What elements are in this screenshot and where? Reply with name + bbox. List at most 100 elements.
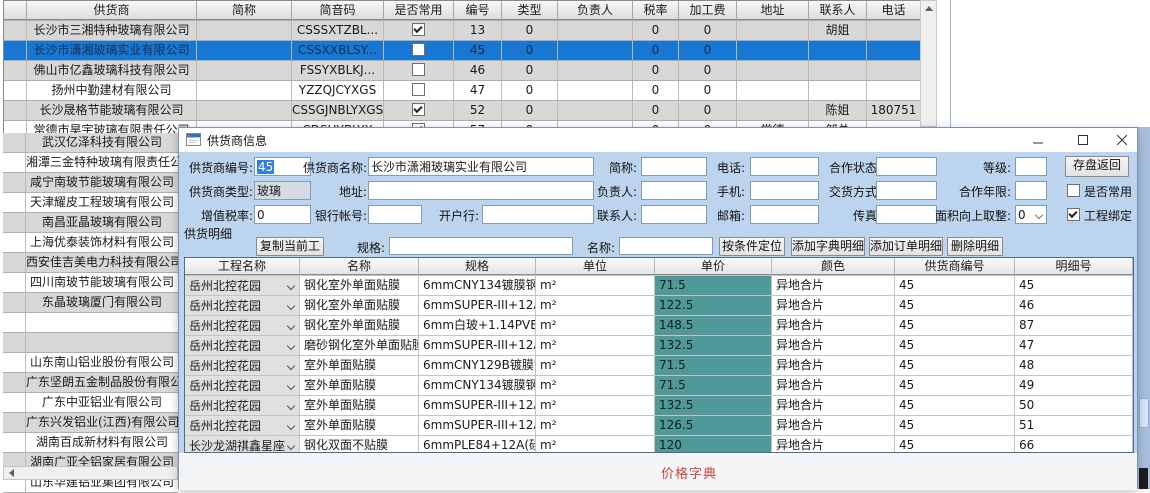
common-use-cell-checkbox[interactable] xyxy=(412,63,425,76)
grade-input[interactable] xyxy=(1015,157,1047,176)
minimize-button[interactable] xyxy=(1021,128,1055,152)
list-item[interactable]: 东晶玻璃厦门有限公司 xyxy=(3,293,178,313)
grid-row[interactable]: 长沙龙湖祺鑫星座钢化双面不贴膜6mmPLE84+12A(硅酮胶...m²120异… xyxy=(185,436,1133,452)
table-vertical-scrollbar[interactable] xyxy=(920,0,937,127)
common-use-cell-checkbox[interactable] xyxy=(412,23,425,36)
add-dictionary-detail-button[interactable]: 添加字典明细 xyxy=(791,237,865,256)
grid-row[interactable]: 岳州北控花园钢化室外单面贴膜6mm白玻+1.14PVB+6mm...m²148.… xyxy=(185,316,1133,336)
grid-row[interactable]: 岳州北控花园钢化室外单面贴膜6mmSUPER-III+12A(硅...m²122… xyxy=(185,296,1133,316)
scroll-up-icon[interactable] xyxy=(924,6,933,11)
area-round-select[interactable]: 0 xyxy=(1015,205,1047,224)
coop-years-input[interactable] xyxy=(1015,181,1047,200)
owner-input[interactable] xyxy=(641,181,707,200)
table-row[interactable]: 长沙市潇湘玻璃实业有限公司 CSSXXBLSY... 45 0 0 0 xyxy=(4,41,921,61)
supplier-table-header: 供货商 简称 简音码 是否常用 编号 类型 负责人 税率 加工费 地址 联系人 电话 xyxy=(4,1,921,21)
common-use-cell-checkbox[interactable] xyxy=(412,43,425,56)
contact-input[interactable] xyxy=(641,205,707,224)
list-item[interactable]: 武汉亿泽科技有限公司 xyxy=(3,133,178,153)
address-input[interactable] xyxy=(368,181,594,200)
locate-by-condition-button[interactable]: 按条件定位 xyxy=(719,237,785,256)
project-bind-checkbox[interactable]: 工程绑定 xyxy=(1067,207,1132,224)
list-item[interactable]: 上海优泰装饰材料有限公司 xyxy=(3,233,178,253)
chevron-down-icon xyxy=(286,321,296,330)
common-use-cell-checkbox[interactable] xyxy=(412,83,425,96)
project-combo-cell[interactable]: 岳州北控花园 xyxy=(185,396,300,415)
project-combo-cell[interactable]: 岳州北控花园 xyxy=(185,376,300,395)
save-return-button[interactable]: 存盘返回 xyxy=(1065,156,1129,177)
list-item[interactable]: 咸宁南玻节能玻璃有限公司 xyxy=(3,173,178,193)
project-combo-cell[interactable]: 岳州北控花园 xyxy=(185,316,300,335)
project-combo-cell[interactable]: 岳州北控花园 xyxy=(185,336,300,355)
name-filter-input[interactable] xyxy=(619,237,713,255)
list-item[interactable]: 南昌亚晶玻璃有限公司 xyxy=(3,213,178,233)
bank-account-input[interactable] xyxy=(368,205,422,224)
copy-current-project-button[interactable]: 复制当前工程 xyxy=(256,237,324,270)
chevron-down-icon xyxy=(1034,210,1044,219)
chevron-down-icon xyxy=(286,401,296,410)
chevron-down-icon xyxy=(286,301,296,310)
grid-row[interactable]: 岳州北控花园室外单面贴膜6mmSUPER-III+12A(硅...m²132.5… xyxy=(185,396,1133,416)
grid-column-header: 工程名称 xyxy=(185,258,300,275)
phone-input[interactable] xyxy=(750,157,819,176)
grid-row[interactable]: 岳州北控花园钢化室外单面贴膜6mmCNY134镀膜钢化m²71.5异地合片454… xyxy=(185,276,1133,296)
delete-detail-button[interactable]: 删除明细 xyxy=(947,237,1003,256)
supplier-list: 武汉亿泽科技有限公司 湘潭三金特种玻璃有限责任公司 咸宁南玻节能玻璃有限公司 天津耀皮… xyxy=(3,133,178,493)
list-item[interactable]: 四川南玻节能玻璃有限公司 xyxy=(3,273,178,293)
bank-label: 开户行: xyxy=(438,209,479,223)
bank-input[interactable] xyxy=(482,205,594,224)
column-header: 负责人 xyxy=(558,1,633,20)
table-row[interactable]: 佛山市亿鑫玻璃科技有限公司 FSSYXBLKJ... 46 0 0 0 xyxy=(4,61,921,81)
common-use-checkbox[interactable]: 是否常用 xyxy=(1067,183,1132,200)
project-combo-cell[interactable]: 岳州北控花园 xyxy=(185,416,300,435)
delivery-input[interactable] xyxy=(876,181,937,200)
supplier-name-input[interactable]: 长沙市潇湘玻璃实业有限公司 xyxy=(368,157,594,176)
chevron-down-icon xyxy=(286,341,296,350)
spec-filter-input[interactable] xyxy=(389,237,573,255)
list-item[interactable]: 湖南百成新材料有限公司 xyxy=(3,433,178,453)
scroll-left-icon[interactable] xyxy=(9,469,14,477)
list-item[interactable]: 湘潭三金特种玻璃有限责任公司 xyxy=(3,153,178,173)
maximize-button[interactable] xyxy=(1066,128,1100,152)
dialog-titlebar[interactable]: 供货商信息 xyxy=(179,128,1137,152)
list-item[interactable]: 广东坚朗五金制品股份有限公司 xyxy=(3,373,178,393)
name-filter-label: 名称: xyxy=(586,241,615,255)
list-item[interactable]: 西安佳吉美电力科技有限公司 xyxy=(3,253,178,273)
add-order-detail-button[interactable]: 添加订单明细 xyxy=(869,237,943,256)
column-header: 联系人 xyxy=(809,1,867,20)
project-combo-cell[interactable]: 岳州北控花园 xyxy=(185,356,300,375)
list-horizontal-scrollbar[interactable] xyxy=(3,466,178,480)
checkbox-checked-icon[interactable] xyxy=(1067,208,1080,221)
list-item[interactable]: 广东兴发铝业(江西)有限公司 xyxy=(3,413,178,433)
grid-column-header: 单价 xyxy=(655,258,772,275)
vat-input[interactable]: 0 xyxy=(254,205,311,224)
form-icon xyxy=(186,133,201,146)
supplier-type-input[interactable]: 玻璃 xyxy=(254,181,311,200)
abbr-input[interactable] xyxy=(641,157,707,176)
grid-row[interactable]: 岳州北控花园室外单面贴膜6mmSUPER-III+12A(硅...m²126.5… xyxy=(185,416,1133,436)
table-row[interactable]: 扬州中勤建材有限公司 YZZQJCYXGS 47 0 0 0 xyxy=(4,81,921,101)
common-use-cell-checkbox[interactable] xyxy=(412,103,425,116)
grid-row[interactable]: 岳州北控花园磨砂钢化室外单面贴膜6mmSUPER-III+12A(硅...m²1… xyxy=(185,336,1133,356)
table-row[interactable]: 长沙市三湘特种玻璃有限公司 CSSSXTZBL... 13 0 0 0 胡姐 xyxy=(4,21,921,41)
project-combo-cell[interactable]: 长沙龙湖祺鑫星座 xyxy=(185,436,300,452)
table-row[interactable]: 长沙晟格节能玻璃有限公司 CSSGJNBLYXGS 52 0 0 0 陈姐 180751 xyxy=(4,101,921,121)
price-dictionary-label: 价格字典 xyxy=(660,467,717,482)
grid-column-header: 明细号 xyxy=(1015,258,1133,275)
checkbox-icon[interactable] xyxy=(1067,184,1080,197)
close-button[interactable] xyxy=(1105,128,1139,152)
coop-status-input[interactable] xyxy=(876,157,937,176)
list-item[interactable] xyxy=(3,313,178,333)
panel-divider xyxy=(950,0,951,127)
email-input[interactable] xyxy=(750,205,819,224)
list-item[interactable] xyxy=(3,333,178,353)
list-item[interactable]: 山东南山铝业股份有限公司 xyxy=(3,353,178,373)
project-combo-cell[interactable]: 岳州北控花园 xyxy=(185,276,300,295)
supplier-no-input[interactable]: 45 xyxy=(254,157,311,176)
fax-input[interactable] xyxy=(876,205,937,224)
list-item[interactable]: 天津耀皮工程玻璃有限公司 xyxy=(3,193,178,213)
project-combo-cell[interactable]: 岳州北控花园 xyxy=(185,296,300,315)
list-item[interactable]: 广东中亚铝业有限公司 xyxy=(3,393,178,413)
mobile-input[interactable] xyxy=(750,181,819,200)
